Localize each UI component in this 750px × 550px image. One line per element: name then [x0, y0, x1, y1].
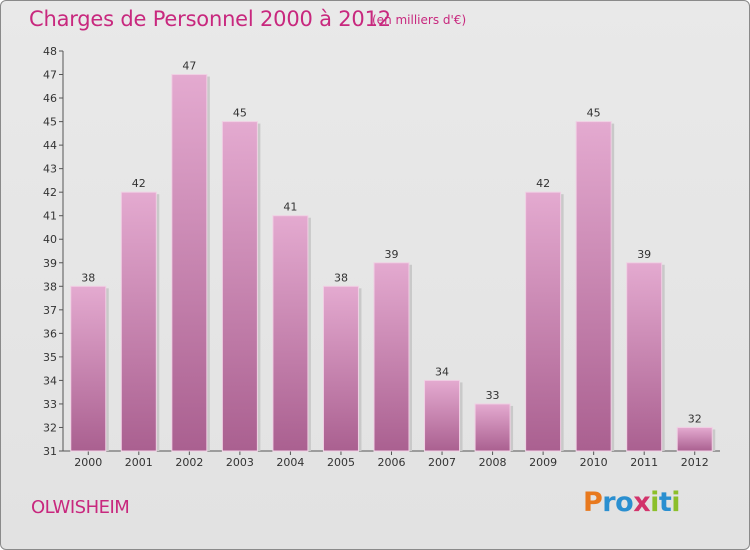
- x-tick-label-2006: 2006: [378, 456, 406, 469]
- y-tick-label: 36: [43, 327, 57, 340]
- logo-letter: i: [671, 487, 681, 518]
- y-tick-label: 37: [43, 304, 57, 317]
- bar-2005: [322, 285, 359, 452]
- bar-2009: [525, 191, 562, 452]
- y-tick-label: 39: [43, 257, 57, 270]
- bar-2004: [272, 215, 309, 452]
- data-label-2009: 42: [536, 177, 550, 190]
- data-label-2004: 41: [283, 201, 297, 214]
- x-tick-label-2008: 2008: [479, 456, 507, 469]
- y-tick-label: 46: [43, 92, 57, 105]
- logo-letter: i: [650, 487, 659, 518]
- bar-2006: [373, 262, 410, 452]
- bar-2007: [424, 379, 461, 452]
- bar-2001: [120, 191, 157, 452]
- x-tick-label-2004: 2004: [276, 456, 304, 469]
- y-tick-label: 33: [43, 398, 57, 411]
- bar-2010: [575, 121, 612, 452]
- x-tick-label-2009: 2009: [529, 456, 557, 469]
- bar-2003: [221, 121, 258, 452]
- x-tick-label-2010: 2010: [580, 456, 608, 469]
- data-label-2011: 39: [637, 248, 651, 261]
- x-tick-label-2011: 2011: [630, 456, 658, 469]
- bars: 38 42 47 45 41 38 39 34 33 42 45 39 32: [70, 60, 716, 452]
- commune-name: OLWISHEIM: [31, 497, 130, 518]
- data-label-2012: 32: [688, 412, 702, 425]
- logo-letter: P: [583, 487, 603, 518]
- data-label-2007: 34: [435, 365, 449, 378]
- bar-2000: [70, 285, 107, 452]
- logo-letter: r: [602, 487, 616, 518]
- x-tick-label-2007: 2007: [428, 456, 456, 469]
- data-label-2000: 38: [81, 271, 95, 284]
- y-tick-label: 35: [43, 351, 57, 364]
- x-tick-label-2003: 2003: [226, 456, 254, 469]
- chart-title: Charges de Personnel 2000 à 2012: [29, 7, 391, 31]
- y-tick-label: 44: [43, 139, 57, 152]
- bar-2012: [676, 426, 713, 452]
- x-tick-label-2002: 2002: [175, 456, 203, 469]
- y-tick-label: 34: [43, 374, 57, 387]
- y-tick-label: 41: [43, 210, 57, 223]
- data-label-2010: 45: [587, 107, 601, 120]
- data-label-2006: 39: [385, 248, 399, 261]
- logo-letter: x: [633, 487, 651, 518]
- y-tick-label: 40: [43, 233, 57, 246]
- data-label-2003: 45: [233, 107, 247, 120]
- y-tick-label: 43: [43, 163, 57, 176]
- y-tick-label: 42: [43, 186, 57, 199]
- x-tick-label-2001: 2001: [125, 456, 153, 469]
- y-tick-label: 45: [43, 116, 57, 129]
- data-label-2008: 33: [486, 389, 500, 402]
- chart-unit: (en milliers d'€): [372, 13, 467, 27]
- x-tick-label-2000: 2000: [74, 456, 102, 469]
- y-tick-label: 31: [43, 445, 57, 458]
- y-tick-label: 47: [43, 69, 57, 82]
- bar-2008: [474, 403, 511, 452]
- data-label-2005: 38: [334, 271, 348, 284]
- x-tick-label-2005: 2005: [327, 456, 355, 469]
- y-tick-label: 48: [43, 45, 57, 58]
- bar-2002: [171, 74, 208, 452]
- y-tick-label: 38: [43, 280, 57, 293]
- logo-letter: t: [658, 487, 672, 518]
- bar-2011: [626, 262, 663, 452]
- x-tick-label-2012: 2012: [681, 456, 709, 469]
- proxiti-logo: Proxiti: [583, 487, 681, 518]
- data-label-2001: 42: [132, 177, 146, 190]
- axes: 31 32 33 34 35 36 37 38 39 40 41 42 43 44 45 46 47 48 2000…: [43, 45, 720, 469]
- y-tick-label: 32: [43, 421, 57, 434]
- logo-letter: o: [615, 487, 634, 518]
- data-label-2002: 47: [182, 60, 196, 73]
